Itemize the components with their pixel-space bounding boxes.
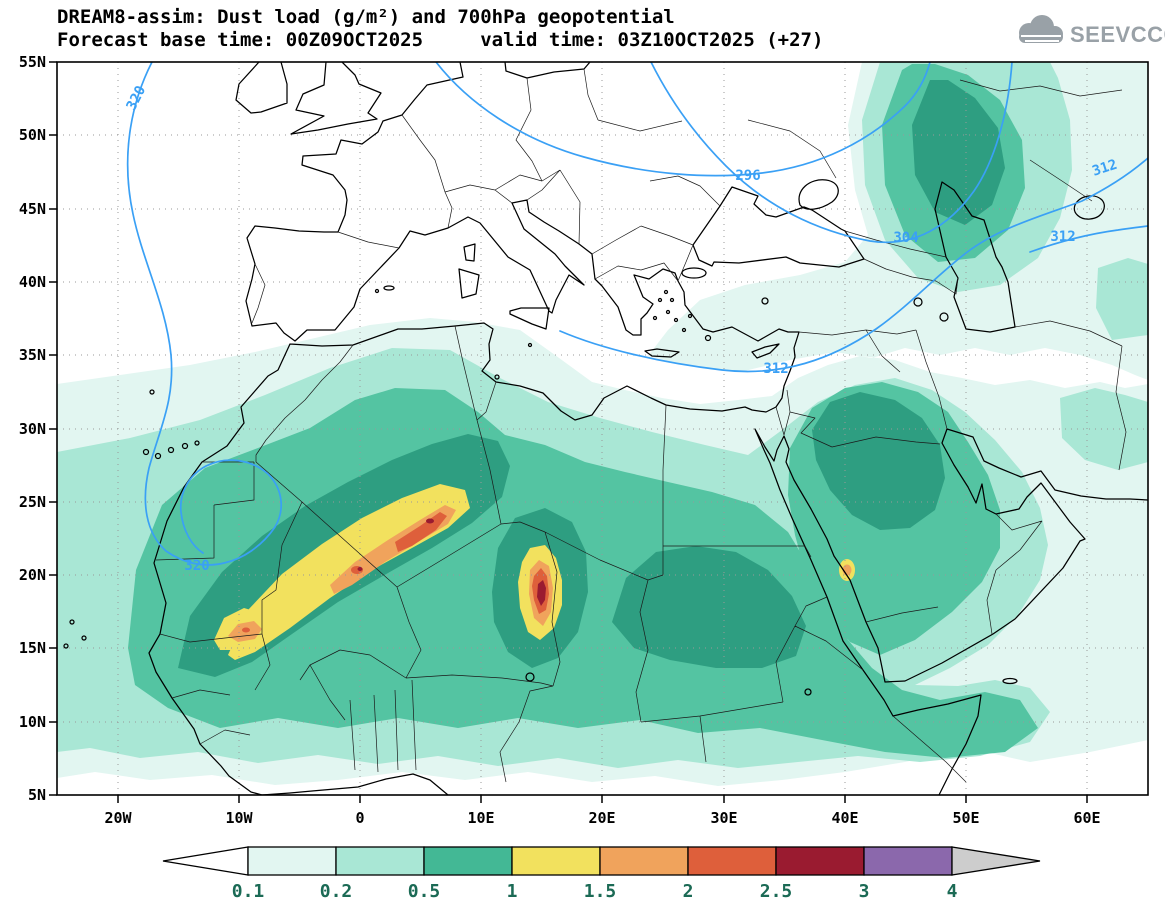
lon-label: 0 (355, 809, 364, 827)
lon-label: 10E (467, 809, 494, 827)
coastlines (63, 62, 1148, 795)
colorbar-tick-label: 0.5 (408, 881, 441, 902)
colorbar-tick-label: 4 (947, 881, 958, 902)
malta-island (527, 342, 533, 348)
geopotential-contour-320 (126, 62, 282, 566)
contour-label-320-south: 320 (184, 558, 209, 574)
logo-text: SEEVCCC (1070, 22, 1165, 47)
lon-label: 20E (588, 809, 615, 827)
lat-label: 5N (28, 786, 46, 804)
colorbar-segment (335, 846, 425, 876)
lake-van (913, 297, 923, 307)
lat-label: 35N (19, 346, 46, 364)
geopotential-contours (126, 62, 1148, 566)
contour-labels: 320 296 304 312 312 312 320 (124, 83, 1120, 574)
geopotential-contour-312-b (1029, 225, 1148, 253)
colorbar-tick-label: 1 (507, 881, 518, 902)
colorbar-tick-label: 2.5 (760, 881, 793, 902)
map-canvas: 320 296 304 312 312 312 320 (57, 62, 1148, 795)
lat-label: 50N (19, 126, 46, 144)
coastline-paths (148, 62, 1148, 795)
lake-tana (804, 688, 812, 696)
geopotential-contour-296 (435, 62, 931, 177)
cloud-icon (1019, 15, 1063, 43)
colorbar-segment (863, 846, 953, 876)
lake-urmia (939, 312, 949, 322)
lon-label: 60E (1073, 809, 1100, 827)
lat-label: 10N (19, 713, 46, 731)
colorbar-labels: 0.1 0.2 0.5 1 1.5 2 2.5 3 4 (232, 881, 958, 902)
dust-fill-layers (57, 62, 1148, 786)
lon-label: 30E (710, 809, 737, 827)
djerba-island (494, 374, 500, 380)
canary-islands (142, 448, 150, 456)
colorbar-tick-label: 0.1 (232, 881, 265, 902)
lat-label: 15N (19, 639, 46, 657)
colorbar-segment (247, 846, 337, 876)
graticule-gridlines (57, 62, 1148, 795)
chart-title: DREAM8-assim: Dust load (g/m²) and 700hP… (57, 6, 675, 28)
contour-label-304: 304 (893, 230, 918, 246)
lat-label: 55N (19, 53, 46, 71)
axis-tick-marks (49, 61, 1088, 803)
cape-verde-islands (69, 619, 75, 625)
colorbar: 0.1 0.2 0.5 1 1.5 2 2.5 3 4 (162, 846, 1041, 902)
colorbar-segment (599, 846, 689, 876)
socotra-island (1002, 677, 1018, 685)
lat-label: 20N (19, 566, 46, 584)
colorbar-tick-label: 2 (683, 881, 694, 902)
chart-subtitle: Forecast base time: 00Z09OCT2025 valid t… (57, 29, 823, 51)
lat-label: 40N (19, 273, 46, 291)
lake-tuz (761, 297, 769, 305)
colorbar-over-arrow (951, 846, 1041, 876)
colorbar-tick-label: 3 (859, 881, 870, 902)
colorbar-segment (423, 846, 513, 876)
contour-label-312-med: 312 (763, 361, 788, 377)
madeira-island (149, 389, 155, 395)
contour-label-312-northeast: 312 (1090, 157, 1119, 180)
colorbar-segment (687, 846, 777, 876)
balearic-islands (383, 285, 395, 291)
country-borders (155, 68, 1127, 783)
colorbar-tick-label: 0.2 (320, 881, 353, 902)
border-paths (155, 68, 1127, 783)
lat-label: 25N (19, 493, 46, 511)
lat-label: 45N (19, 200, 46, 218)
lat-label: 30N (19, 420, 46, 438)
lon-label: 40E (831, 809, 858, 827)
lon-label: 10W (225, 809, 253, 827)
marmara-sea (681, 267, 707, 279)
longitude-axis: 20W 10W 0 10E 20E 30E 40E 50E 60E (104, 809, 1100, 827)
colorbar-segment (511, 846, 601, 876)
contour-label-312-east: 312 (1050, 229, 1075, 245)
lon-label: 50E (952, 809, 979, 827)
colorbar-tick-label: 1.5 (584, 881, 617, 902)
latitude-axis: 55N 50N 45N 40N 35N 30N 25N 20N 15N 10N … (19, 53, 46, 804)
lon-label: 20W (104, 809, 132, 827)
seevccc-logo: SEEVCCC (1019, 15, 1165, 47)
lake-chad (525, 672, 535, 682)
colorbar-segment (775, 846, 865, 876)
geopotential-contour-312 (559, 157, 1148, 373)
geopotential-contour-304 (650, 62, 1013, 244)
contour-label-296: 296 (735, 168, 760, 184)
